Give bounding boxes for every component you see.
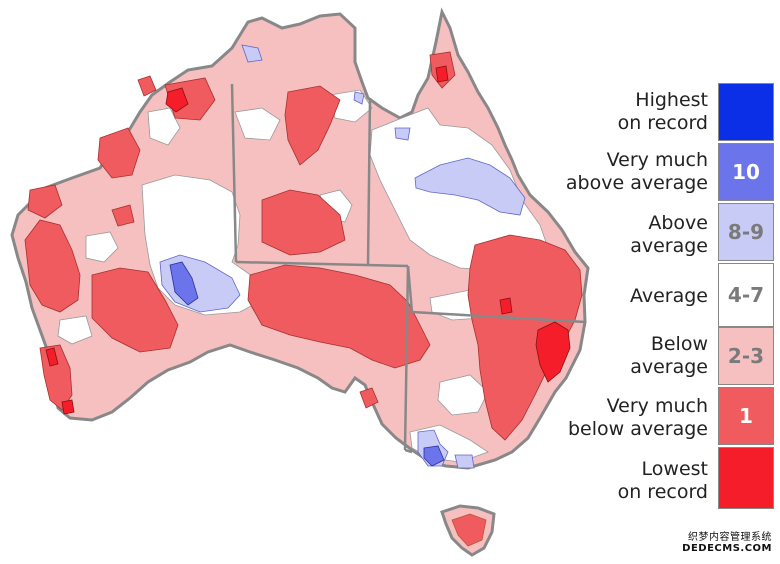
legend-swatch-very-much-above: 10 [718,143,774,201]
watermark-en: DEDECMS.COM [682,543,772,554]
legend-decile-above: 8-9 [727,220,765,244]
legend-label-lowest: Lowest on record [617,458,708,503]
legend-swatch-lowest [718,447,774,509]
legend-decile-below: 2-3 [727,344,765,368]
legend-label-above: Above average [630,212,708,257]
watermark-cn: 织梦内容管理系统 [688,532,772,543]
legend-swatch-average: 4-7 [718,263,774,327]
legend-swatch-below: 2-3 [718,327,774,385]
legend-swatch-very-much-below: 1 [718,387,774,445]
legend-decile-very-much-above: 10 [732,160,760,184]
legend-swatch-highest [718,83,774,141]
legend-label-average: Average [629,285,708,307]
legend-decile-average: 4-7 [727,283,765,307]
legend-label-very-much-above: Very much above average [565,149,708,194]
legend-swatch-above: 8-9 [718,203,774,261]
legend-label-very-much-below: Very much below average [567,395,708,440]
legend-label-below: Below average [630,333,708,378]
legend-decile-very-much-below: 1 [739,404,753,428]
legend-label-highest: Highest on record [617,89,708,134]
